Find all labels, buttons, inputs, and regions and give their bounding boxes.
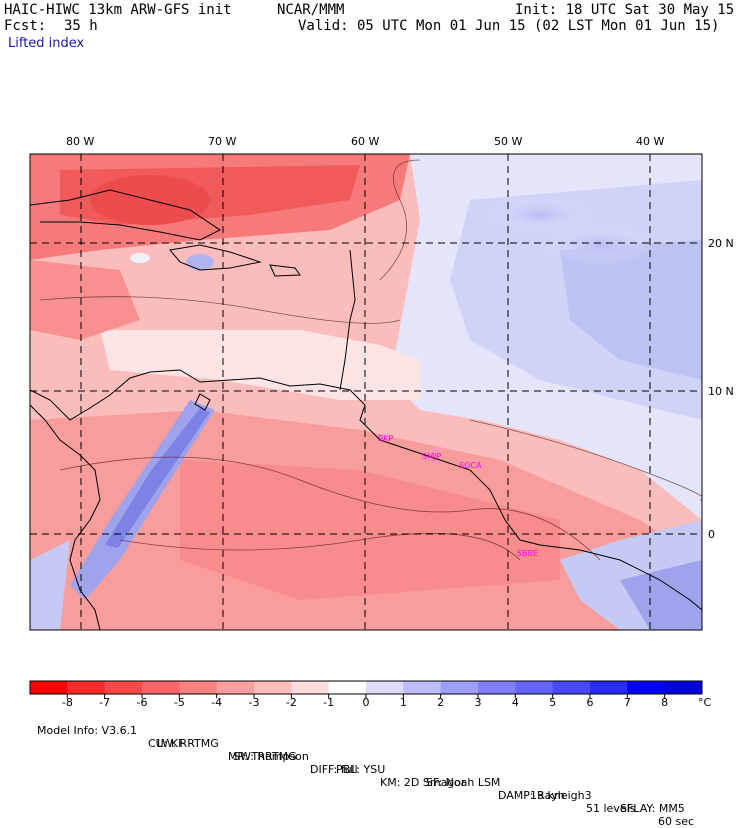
colorbar-swatch [291, 681, 330, 694]
lat-label-0: 0 [708, 528, 715, 541]
colorbar-tick-label: -1 [323, 696, 334, 709]
colorbar-swatch [440, 681, 479, 694]
colorbar-swatch [67, 681, 106, 694]
colorbar-swatch [478, 681, 516, 694]
colorbar-swatch [104, 681, 143, 694]
forecast-hour: 35 h [64, 18, 98, 34]
colorbar-tick-label: -6 [137, 696, 148, 709]
coastlines [30, 189, 702, 630]
lon-label-80w: 80 W [66, 135, 94, 148]
lat-label-10n: 10 N [708, 385, 734, 398]
footer-diff: DIFF: full [310, 763, 358, 776]
colorbar-tick-label: 8 [661, 696, 668, 709]
model-title: HAIC-HIWC 13km ARW-GFS init [4, 2, 232, 18]
colorbar-swatch [590, 681, 628, 694]
colorbar-swatch [328, 681, 367, 694]
colorbar-swatch [179, 681, 218, 694]
footer-lw: LW: RRTMG [157, 737, 219, 750]
lon-label-40w: 40 W [636, 135, 664, 148]
footer-sflay: SFLAY: MM5 [620, 802, 685, 815]
colorbar-swatch [254, 681, 292, 694]
lifted-index-map: 80 W 70 W 60 W 50 W 40 W 20 N 10 N 0 SKP… [29, 135, 734, 709]
colorbar-tick-label: -7 [99, 696, 110, 709]
lat-label-20n: 20 N [708, 237, 734, 250]
colorbar-tick-label: 5 [549, 696, 556, 709]
footer-model-info: Model Info: V3.6.1 [37, 724, 138, 737]
colorbar-tick-label: -5 [174, 696, 185, 709]
footer-km: KM: 2D Smagor [380, 776, 466, 789]
colorbar-tick-label: 0 [363, 696, 370, 709]
colorbar-tick-label: 6 [587, 696, 594, 709]
org-label: NCAR/MMM [277, 2, 345, 18]
map-frame [29, 153, 703, 631]
footer-timestep: 60 sec [658, 815, 695, 828]
colorbar-tick-label: -4 [211, 696, 222, 709]
colorbar-swatch [216, 681, 255, 694]
city-label-sbbe: SBBE [517, 549, 538, 558]
colorbar-unit: °C [698, 696, 712, 709]
colorbar-tick-label: 7 [624, 696, 631, 709]
valid-time: Valid: 05 UTC Mon 01 Jun 15 (02 LST Mon … [298, 18, 720, 34]
colorbar-swatch [403, 681, 442, 694]
colorbar-tick-label: -2 [286, 696, 297, 709]
lat-lon-grid [30, 154, 702, 630]
colorbar-tick-label: 2 [437, 696, 444, 709]
init-time: Init: 18 UTC Sat 30 May 15 [515, 2, 735, 18]
contours [39, 159, 702, 561]
colorbar-swatch [142, 681, 180, 694]
city-label-smjp: SMJP [422, 452, 441, 461]
colorbar-swatch [515, 681, 554, 694]
colorbar-tick-label: -3 [249, 696, 260, 709]
field-name: Lifted index [8, 36, 85, 51]
footer-sw: SW: RRTMG [233, 750, 297, 763]
colorbar-swatch [30, 681, 68, 694]
forecast-label: Fcst: [4, 18, 47, 34]
footer-damp: DAMP: Rayleigh3 [498, 789, 592, 802]
colorbar-tick-label: 1 [400, 696, 407, 709]
colorbar-tick-label: 4 [512, 696, 519, 709]
lon-label-70w: 70 W [208, 135, 236, 148]
colorbar-swatch [664, 681, 703, 694]
colorbar-swatch [552, 681, 591, 694]
colorbar-tick-label: 3 [475, 696, 482, 709]
city-label-soca: SOCA [459, 461, 482, 470]
city-label-skp: SKP [378, 434, 393, 443]
lon-label-50w: 50 W [494, 135, 522, 148]
colorbar-swatch [627, 681, 666, 694]
lon-label-60w: 60 W [351, 135, 379, 148]
field-shading [30, 154, 702, 630]
colorbar-swatch [366, 681, 404, 694]
colorbar: -8 -7 -6 -5 -4 -3 -2 -1 0 1 2 3 4 5 6 7 8 °C [29, 680, 712, 709]
colorbar-tick-label: -8 [62, 696, 73, 709]
